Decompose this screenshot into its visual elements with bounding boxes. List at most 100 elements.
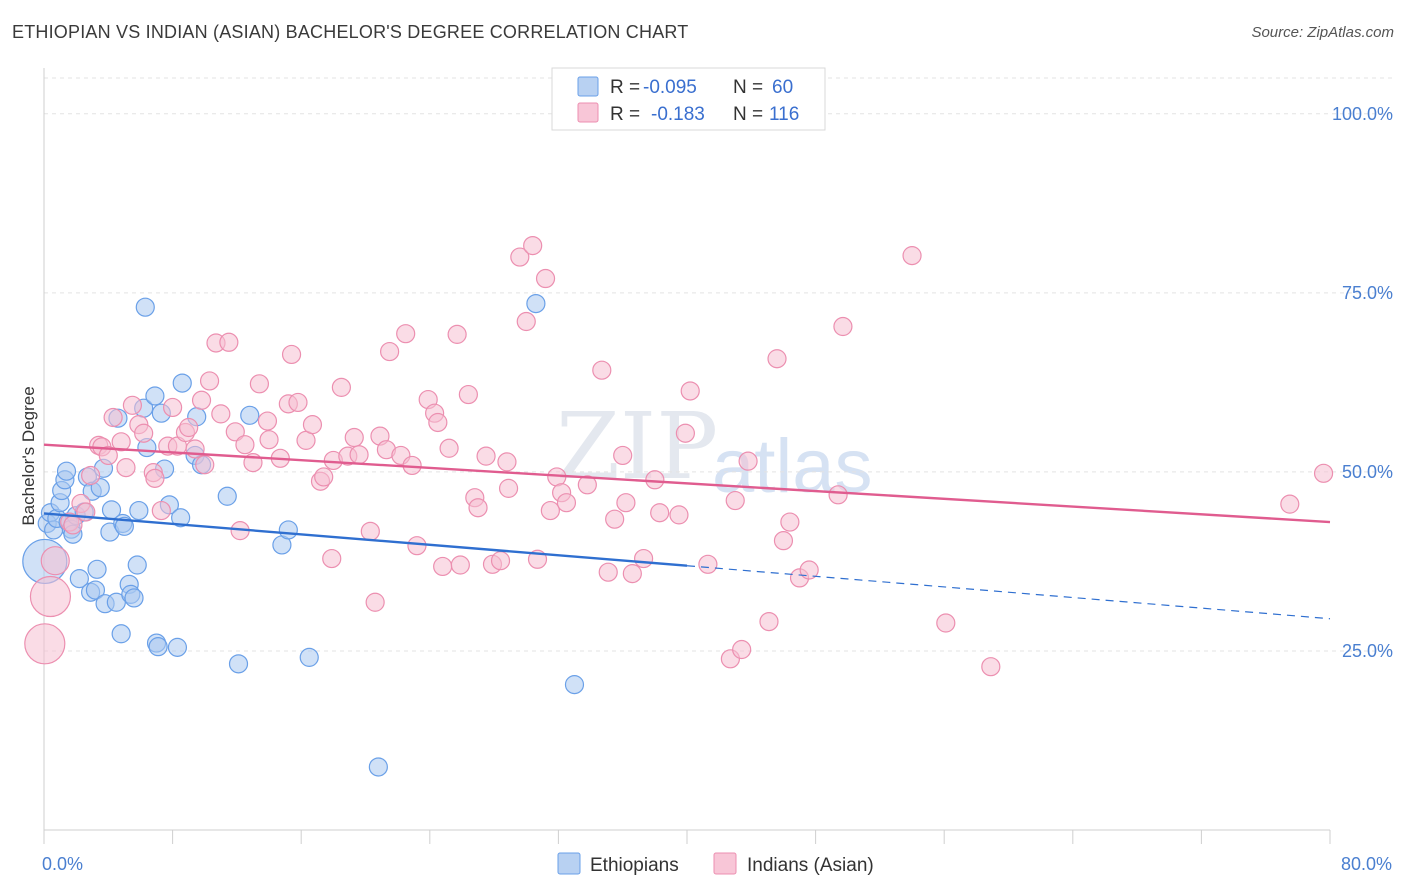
indians-point-113: [936, 613, 956, 633]
series-legend-swatch-indians: [713, 852, 737, 875]
indians-point-69: [458, 384, 478, 405]
y-tick-label-3: 100.0%: [1332, 104, 1393, 124]
indians-point-0: [24, 623, 66, 665]
indians-point-16: [134, 423, 154, 443]
indians-point-116: [1313, 463, 1334, 483]
legend: R = -0.095 N = 60 R = -0.183 N = 116: [551, 67, 826, 131]
indians-point-1: [29, 575, 72, 618]
legend-r-value-ethiopians: -0.095: [643, 77, 697, 98]
indians-point-30: [211, 404, 231, 424]
indians-point-2: [40, 546, 70, 576]
ethiopians-point-45: [172, 373, 192, 393]
ethiopians-point-7: [56, 461, 77, 481]
indians-point-41: [281, 344, 302, 365]
ethiopians-point-44: [171, 508, 191, 528]
indians-point-111: [833, 316, 853, 337]
indians-point-14: [122, 395, 143, 415]
indians-point-54: [365, 592, 385, 612]
indians-point-75: [497, 452, 517, 472]
ethiopians-point-28: [114, 516, 134, 536]
ethiopians-point-56: [526, 294, 546, 314]
ethiopians-point-12: [69, 569, 89, 589]
series-legend-swatch-ethiopians: [557, 852, 581, 875]
x-tick-label-max: 80.0%: [1341, 854, 1392, 874]
indians-point-31: [219, 332, 239, 352]
ethiopians-point-31: [124, 588, 144, 608]
trend-lines: [43, 443, 1331, 620]
indians-point-81: [535, 268, 556, 289]
indians-point-12: [111, 432, 131, 452]
indians-point-72: [476, 446, 496, 466]
indians-point-89: [605, 509, 625, 529]
indians-point-91: [616, 493, 636, 513]
ethiopians-trend-extension: [686, 565, 1331, 620]
indians-point-105: [767, 349, 787, 369]
indians-point-24: [179, 417, 199, 438]
ethiopians-point-37: [145, 386, 165, 406]
y-tick-label-2: 75.0%: [1342, 283, 1393, 303]
indians-point-52: [349, 445, 369, 465]
ethiopians-trend-line: [43, 512, 688, 567]
indians-point-67: [447, 324, 467, 344]
indians-point-115: [1280, 494, 1300, 514]
indians-point-87: [592, 360, 612, 380]
indians-point-44: [302, 415, 323, 435]
indians-point-19: [151, 500, 171, 521]
chart-title: ETHIOPIAN VS INDIAN (ASIAN) BACHELOR'S D…: [12, 22, 689, 42]
indians-point-95: [650, 503, 670, 523]
indians-point-21: [163, 397, 183, 418]
indians-point-77: [510, 247, 530, 267]
indians-point-68: [450, 555, 470, 575]
legend-swatch-ethiopians: [577, 76, 599, 97]
indians-point-61: [407, 536, 427, 556]
y-axis-label: Bachelor's Degree: [19, 386, 38, 525]
ethiopians-point-32: [127, 555, 147, 575]
indians-point-96: [669, 505, 689, 525]
indians-point-78: [516, 311, 536, 332]
indians-point-59: [396, 324, 416, 344]
indians-point-90: [613, 445, 633, 466]
indians-point-76: [498, 478, 519, 498]
indians-point-34: [235, 435, 255, 455]
indians-point-98: [680, 381, 700, 401]
ethiopians-point-39: [148, 637, 168, 657]
indians-point-79: [523, 235, 543, 256]
indians-point-112: [902, 246, 922, 266]
indians-point-101: [725, 490, 745, 511]
indians-point-18: [145, 468, 165, 488]
indians-point-49: [331, 377, 351, 397]
y-tick-label-1: 50.0%: [1342, 462, 1393, 482]
ethiopians-point-50: [228, 654, 249, 674]
ethiopians-point-17: [85, 580, 106, 600]
indians-point-46: [314, 467, 334, 487]
legend-n-value-ethiopians: 60: [772, 77, 793, 98]
indians-point-47: [322, 548, 342, 569]
series-legend-label-ethiopians: Ethiopians: [590, 855, 679, 876]
ethiopians-point-49: [217, 486, 237, 506]
indians-point-26: [191, 390, 212, 410]
ethiopians-point-43: [167, 637, 188, 657]
indians-point-82: [540, 500, 560, 521]
indians-point-88: [598, 562, 618, 582]
chart-source: Source: ZipAtlas.com: [1251, 24, 1394, 41]
indians-point-10: [98, 445, 118, 466]
grid: [44, 77, 1392, 652]
ethiopians-point-53: [278, 520, 298, 540]
indians-point-51: [344, 427, 364, 448]
indians-point-64: [428, 412, 448, 433]
indians-point-99: [698, 554, 718, 574]
y-tick-label-0: 25.0%: [1342, 641, 1393, 661]
indians-point-93: [633, 548, 654, 569]
axes: [43, 68, 1331, 844]
indians-point-13: [116, 458, 136, 478]
indians-point-74: [490, 551, 511, 571]
indians-point-27: [195, 455, 215, 475]
indians-point-71: [468, 498, 488, 518]
series-legend: Ethiopians Indians (Asian): [557, 852, 874, 876]
indians-point-109: [799, 560, 819, 580]
ethiopians-point-26: [111, 624, 131, 644]
x-tick-labels: 0.0% 80.0%: [42, 854, 1392, 874]
indians-point-104: [759, 611, 779, 632]
ethiopians-point-18: [87, 559, 107, 579]
